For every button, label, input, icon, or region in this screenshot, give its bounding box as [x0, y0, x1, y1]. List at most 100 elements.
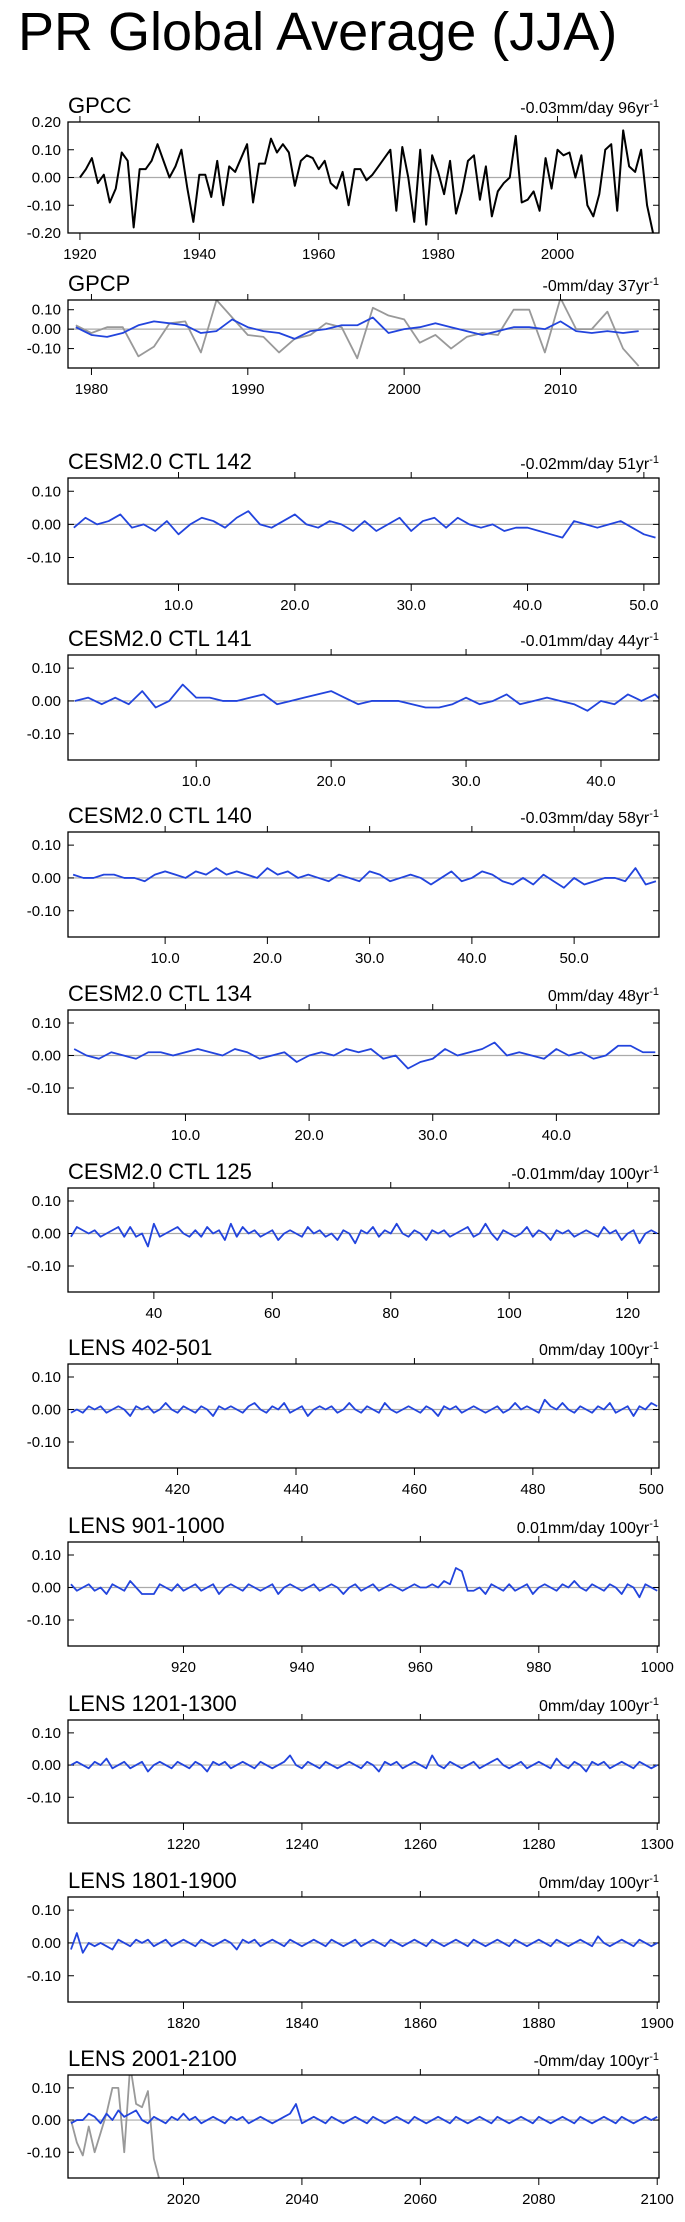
chart-panel-8: LENS 402-501 0mm/day 100yr-1 0.10 0.00 -0.10… [27, 1335, 664, 1498]
trend-label: 0mm/day 100yr-1 [539, 1696, 659, 1715]
chart-panel-5: CESM2.0 CTL 140 -0.03mm/day 58yr-1 0.10 0.0… [27, 803, 660, 967]
x-tick-label: 420 [165, 1481, 190, 1498]
chart-panel-1: GPCC -0.03mm/day 96yr-1 0.20 0.10 0.00 -0.10 -… [27, 93, 660, 263]
x-tick-label: 1840 [285, 2015, 318, 2032]
x-tick-label: 1300 [641, 1836, 674, 1853]
trend-label: 0mm/day 48yr-1 [548, 986, 659, 1005]
y-tick-label: 0.10 [32, 1015, 61, 1032]
series-line-model [70, 1932, 658, 1954]
panel-label: LENS 1201-1300 [68, 1691, 237, 1716]
trend-exponent: -1 [649, 2051, 659, 2063]
y-tick-label: 0.00 [32, 321, 61, 338]
panel-label: CESM2.0 CTL 125 [68, 1159, 252, 1184]
y-tick-label: 0.10 [32, 1369, 61, 1386]
y-tick-label: 0.10 [32, 660, 61, 677]
y-tick-label: 0.10 [32, 1725, 61, 1742]
plot-frame [67, 1541, 660, 1647]
trend-exponent: -1 [649, 98, 659, 110]
y-tick-label: 0.20 [32, 114, 61, 131]
y-tick-label: 0.00 [32, 870, 61, 887]
trend-exponent: -1 [649, 1164, 659, 1176]
y-tick-label: 0.00 [32, 1402, 61, 1419]
y-tick-label: -0.10 [27, 903, 61, 920]
series-line-model [70, 2103, 658, 2125]
trend-exponent: -1 [649, 631, 659, 643]
trend-label: 0.01mm/day 100yr-1 [517, 1518, 659, 1537]
plot-frame [67, 1009, 660, 1115]
chart-panel-2: GPCP -0mm/day 37yr-1 0.10 0.00 -0.10 1980 1990… [27, 271, 660, 398]
trend-exponent: -1 [649, 454, 659, 466]
y-tick-label: 0.10 [32, 302, 61, 319]
trend-exponent: -1 [649, 1340, 659, 1352]
trend-label: -0.03mm/day 58yr-1 [520, 808, 659, 827]
plot-frame [67, 831, 660, 938]
trend-label: -0mm/day 37yr-1 [543, 276, 659, 295]
x-tick-label: 20.0 [253, 950, 282, 967]
series-line-model [70, 1567, 658, 1599]
x-tick-label: 1980 [75, 381, 108, 398]
x-tick-label: 1860 [404, 2015, 437, 2032]
y-tick-label: 0.00 [32, 2112, 61, 2129]
trend-label: 0mm/day 100yr-1 [539, 1873, 659, 1892]
y-tick-label: -0.10 [27, 1612, 61, 1629]
x-tick-label: 2010 [544, 381, 577, 398]
trend-label: -0mm/day 100yr-1 [534, 2051, 659, 2070]
x-tick-label: 80 [382, 1305, 399, 1322]
trend-exponent: -1 [649, 808, 659, 820]
x-tick-label: 1940 [183, 246, 216, 263]
x-tick-label: 1820 [167, 2015, 200, 2032]
panel-label: GPCP [68, 271, 130, 296]
x-tick-label: 2000 [387, 381, 420, 398]
y-tick-label: 0.00 [32, 1048, 61, 1065]
x-tick-label: 40 [146, 1305, 163, 1322]
page-title: PR Global Average (JJA) [18, 2, 618, 62]
x-tick-label: 2000 [541, 246, 574, 263]
chart-panel-7: CESM2.0 CTL 125 -0.01mm/day 100yr-1 0.10 0.… [27, 1159, 660, 1322]
y-tick-label: 0.00 [32, 170, 61, 187]
chart-panel-12: LENS 2001-2100 -0mm/day 100yr-1 0.10 0.00 -0… [27, 2046, 674, 2208]
y-tick-label: 0.00 [32, 1935, 61, 1952]
plot-frame [67, 1896, 660, 2003]
x-tick-label: 920 [171, 1659, 196, 1676]
series-line-model [70, 1754, 658, 1773]
y-tick-label: 0.10 [32, 2080, 61, 2097]
trend-exponent: -1 [649, 1873, 659, 1885]
y-tick-label: 0.00 [32, 1757, 61, 1774]
chart-panel-6: CESM2.0 CTL 134 0mm/day 48yr-1 0.10 0.00 -0.… [27, 981, 660, 1144]
x-tick-label: 1980 [421, 246, 454, 263]
x-tick-label: 1960 [302, 246, 335, 263]
x-tick-label: 480 [520, 1481, 545, 1498]
y-tick-label: 0.00 [32, 516, 61, 533]
x-tick-label: 1260 [404, 1836, 437, 1853]
y-tick-label: -0.10 [27, 2144, 61, 2161]
y-tick-label: -0.20 [27, 225, 61, 242]
plot-frame [67, 2074, 660, 2179]
series-line-model [73, 510, 656, 539]
series-line-model [74, 683, 659, 712]
x-tick-label: 1990 [231, 381, 264, 398]
series-line-model [72, 867, 657, 889]
x-tick-label: 1920 [63, 246, 96, 263]
y-tick-label: -0.10 [27, 1258, 61, 1275]
x-tick-label: 20.0 [280, 597, 309, 614]
x-tick-label: 960 [408, 1659, 433, 1676]
x-tick-label: 460 [402, 1481, 427, 1498]
x-tick-label: 100 [497, 1305, 522, 1322]
x-tick-label: 940 [289, 1659, 314, 1676]
x-tick-label: 1900 [641, 2015, 674, 2032]
plot-frame [67, 1187, 660, 1293]
trend-label: -0.03mm/day 96yr-1 [520, 98, 659, 117]
chart-panel-10: LENS 1201-1300 0mm/day 100yr-1 0.10 0.00 -0.… [27, 1691, 674, 1853]
panel-label: LENS 1801-1900 [68, 1868, 237, 1893]
x-tick-label: 40.0 [586, 773, 615, 790]
trend-exponent: -1 [649, 1518, 659, 1530]
panel-label: LENS 402-501 [68, 1335, 212, 1360]
panel-label: CESM2.0 CTL 142 [68, 449, 252, 474]
y-tick-label: -0.10 [27, 1434, 61, 1451]
chart-panel-4: CESM2.0 CTL 141 -0.01mm/day 44yr-1 0.10 0.0… [27, 626, 660, 790]
y-tick-label: 0.10 [32, 142, 61, 159]
y-tick-label: 0.00 [32, 1580, 61, 1597]
trend-exponent: -1 [649, 986, 659, 998]
x-tick-label: 2100 [641, 2191, 674, 2208]
